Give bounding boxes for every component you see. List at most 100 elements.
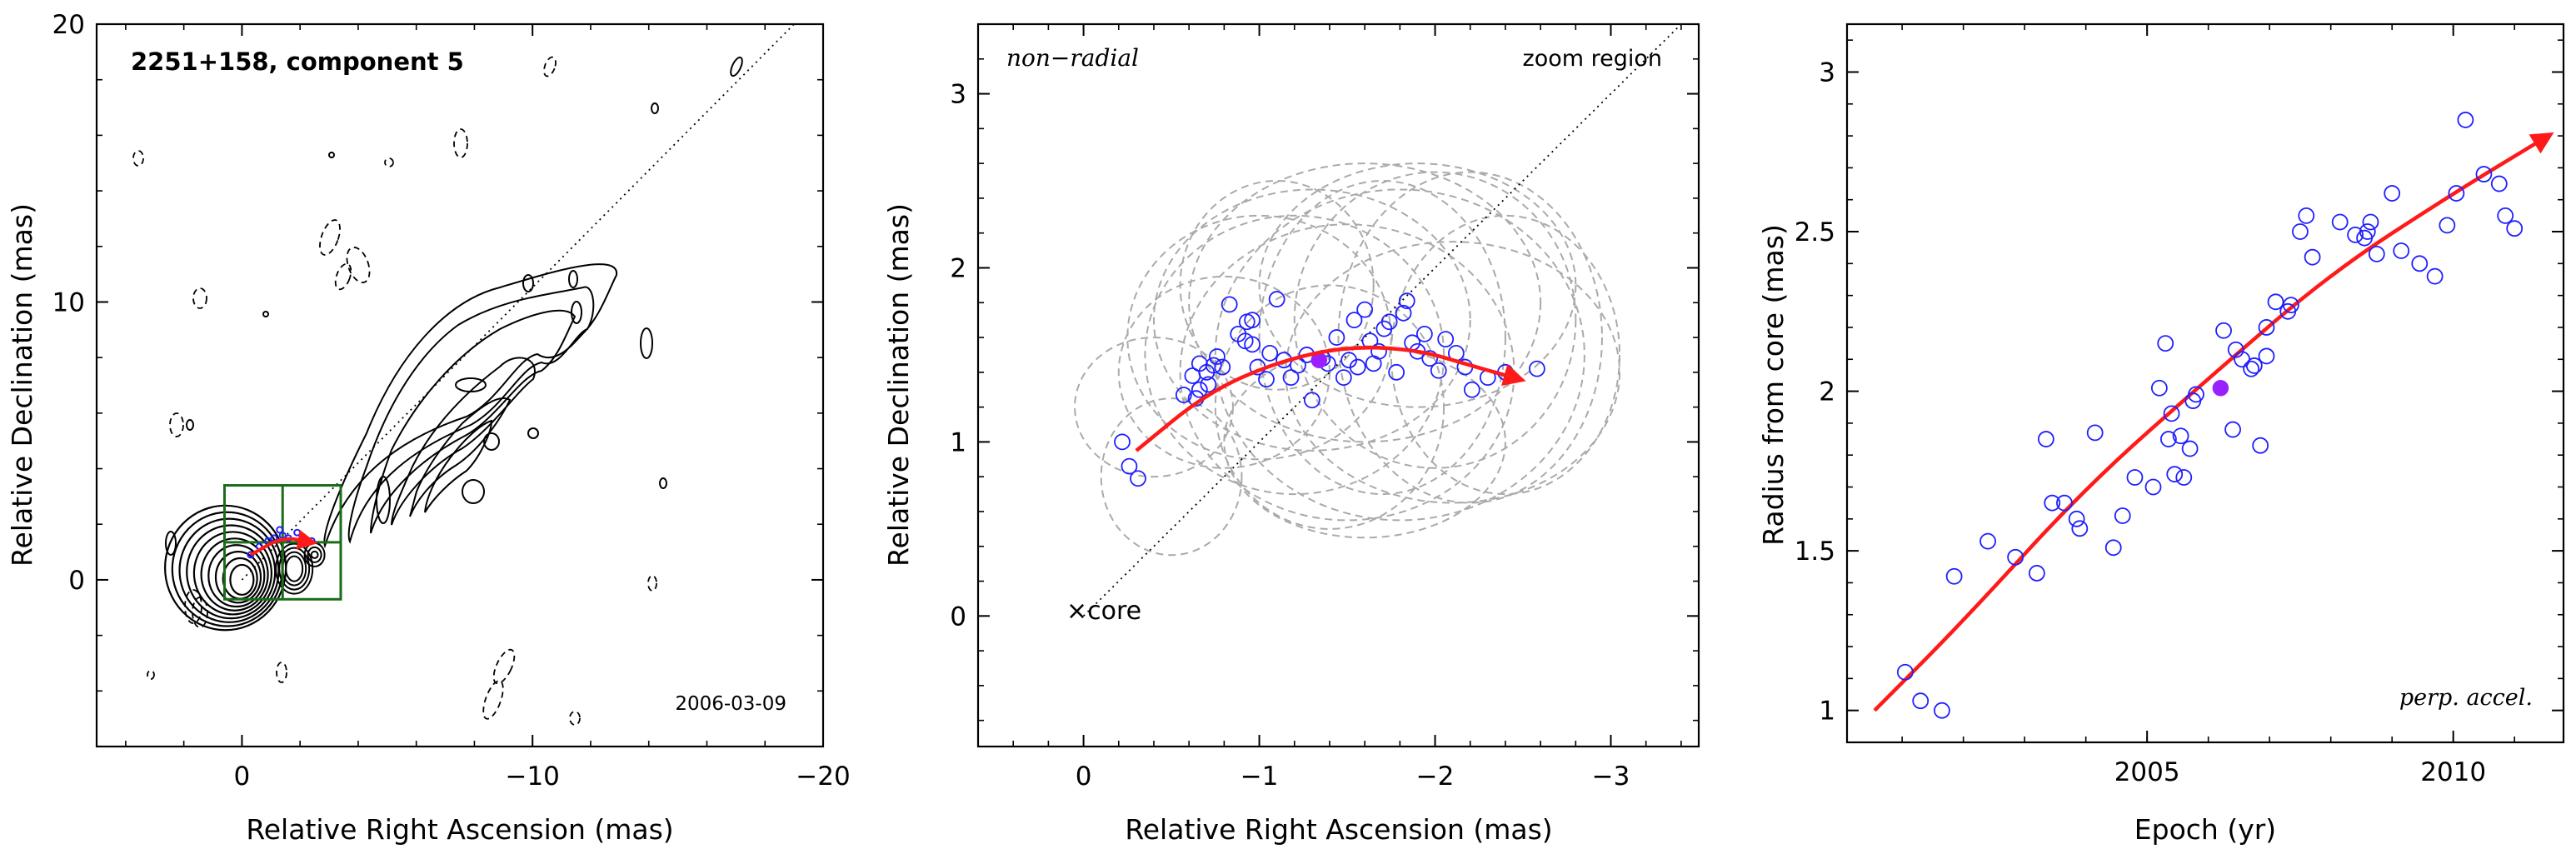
p2-core-label: ×core [1066,597,1141,626]
radius-epoch-point [2393,242,2410,259]
p1-plot-area [132,24,795,726]
position-point [1191,381,1208,398]
p1-ticks: 0 −10 −20 0 10 20 [52,10,851,792]
noise-contour [651,102,659,114]
core-contour [207,544,266,608]
track-point [276,526,284,534]
position-point [1335,369,1352,386]
jet-direction-line [241,24,795,581]
noise-contour [262,311,269,317]
radius-epoch-point [2411,255,2429,272]
position-point [1349,358,1366,376]
x-tick-label: −2 [1416,762,1455,792]
radius-epoch-point [2331,213,2349,231]
knot-contour [275,542,314,595]
beam-ellipse [1293,171,1577,469]
jet-knot-contour [483,432,500,451]
noise-contour [730,56,743,77]
beam-ellipse [1144,214,1445,496]
beam-ellipse [1179,180,1375,391]
radius-epoch-point [2258,319,2275,336]
x-tick-label: 2010 [2420,757,2486,787]
radius-epoch-point [2104,539,2122,557]
radius-epoch-point [1896,663,1914,681]
x-tick-label: 0 [1076,762,1092,792]
track-point [293,528,302,537]
radius-epoch-point [2384,185,2401,202]
p1-x-axis-label: Relative Right Ascension (mas) [246,813,673,846]
radius-epoch-point [2086,424,2104,442]
y-tick-label: 1 [1819,697,1835,727]
position-point [1205,357,1222,374]
radius-epoch-point [2044,494,2061,512]
radius-epoch-point [2258,347,2275,365]
beam-ellipse [1214,188,1585,522]
negative-contour [647,575,657,592]
negative-contour [276,662,287,683]
position-point [1214,358,1231,376]
jet-contour [370,309,577,534]
negative-contour [184,589,202,624]
radius-epoch-point [2157,335,2174,352]
position-point [1121,457,1138,475]
negative-contour [346,247,371,283]
radius-epoch-point [2252,437,2269,454]
position-point [1130,470,1146,487]
position-point [1282,369,1300,386]
x-tick-label: −1 [1241,762,1279,792]
x-tick-label: 2005 [2114,757,2180,787]
knot-contour [278,547,311,591]
radius-epoch-point [2175,469,2193,486]
radius-epoch-point [2283,297,2299,314]
p3-x-axis-label: Epoch (yr) [2134,813,2276,846]
position-point [1421,350,1439,367]
panel-zoom-region: 0 −1 −2 −3 0 1 2 3 non−radial zoom region ×core… [882,22,1700,846]
noise-contour [186,419,194,431]
position-point [1200,376,1217,393]
y-tick-label: 0 [68,566,85,596]
jet-contour [409,397,512,517]
radius-epoch-point [2144,478,2162,496]
position-point [1175,387,1192,403]
radius-epoch-point [2037,431,2054,447]
y-tick-label: 0 [950,602,966,632]
p1-frame [95,22,825,748]
radius-epoch-point [2267,293,2284,311]
radius-epoch-point [2439,217,2456,234]
beam-ellipse [1152,188,1471,452]
p3-perp-accel-label: perp. accel. [2399,685,2533,711]
position-point [1388,363,1405,381]
beam-ellipse [1337,171,1603,504]
radius-epoch-point [2068,510,2085,527]
noise-contour [522,274,534,292]
radius-epoch-point [2172,427,2189,445]
radius-epoch-point [2215,322,2232,339]
p2-zoom-region-label: zoom region [1523,46,1662,72]
position-point [1398,292,1415,310]
core-contour [229,563,255,597]
jet-knot-contour [462,479,485,504]
acceleration-curve [1135,345,1526,452]
knot-contour [285,555,304,582]
radius-epoch-point [2243,360,2260,377]
radius-epoch-point [2166,466,2184,483]
radius-epoch-point [2163,405,2180,422]
beam-ellipse [1188,162,1542,443]
negative-contour [384,157,394,167]
p1-source-title: 2251+158, component 5 [131,47,464,76]
p3-y-axis-label: Radius from core (mas) [1757,224,1790,546]
x-tick-label: −3 [1592,762,1630,792]
radius-epoch-point [1945,567,1963,585]
jet-contour [323,263,618,549]
jet-contour [347,286,595,544]
noise-contour [571,301,582,324]
y-tick-label: 2 [1819,377,1835,407]
negative-contour [543,56,557,77]
p2-x-axis-label: Relative Right Ascension (mas) [1125,813,1552,846]
radius-epoch-point [2457,112,2474,128]
radius-epoch-point [2359,223,2376,240]
radius-epoch-point [2071,520,2089,537]
radius-epoch-point [2426,267,2444,285]
beam-ellipse [1074,337,1234,478]
radius-epoch-point [2506,220,2524,237]
